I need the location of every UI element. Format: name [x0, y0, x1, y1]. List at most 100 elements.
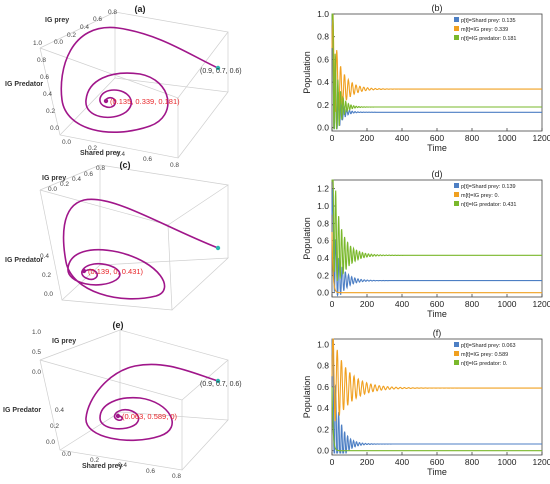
tick-label: 0.0 — [54, 39, 63, 46]
tick-label: 0.0 — [48, 186, 57, 193]
equilibrium-label: (0.135, 0.339, 0.181) — [110, 97, 180, 106]
y-tick-label: 0.6 — [317, 54, 329, 64]
tick-label: 0.8 — [37, 57, 46, 64]
plot-frame — [331, 179, 543, 298]
axis-label-shared-prey: Shared prey — [82, 463, 123, 470]
x-tick-label: 400 — [395, 299, 409, 309]
panel-3d-e: (e) IG prey 1.0 0.5 0.0 IG Predator 0.4 … — [3, 320, 242, 480]
time-series-panel-f: (f) 0 200 400 600 800 1000 1200 0.0 0.2 0.4 0.6 0.8 1… — [302, 328, 550, 477]
panel-3d-a: (a) IG prey 0.8 0.6 0.4 0.2 0.0 1.0 0.8 … — [5, 4, 242, 169]
equilibrium-marker — [81, 268, 87, 274]
legend-label: n[t]=IG predator: 0. — [461, 361, 508, 367]
tick-label: 0.2 — [90, 457, 99, 464]
equilibrium-marker — [115, 413, 121, 419]
series-line — [331, 179, 542, 281]
box-frame — [39, 11, 229, 159]
y-tick-label: 0.2 — [317, 100, 329, 110]
ig-predator-ticks: 0.4 0.2 0.0 — [40, 253, 53, 298]
y-tick-label: 0.6 — [317, 382, 329, 392]
series-line — [331, 13, 542, 130]
axis-label-ig-predator: IG Predator — [5, 257, 43, 264]
tick-label: 0.0 — [62, 451, 71, 458]
tick-label: 0.5 — [32, 349, 41, 356]
y-tick-label: 0.0 — [317, 288, 329, 298]
time-series-panel-d: (d) 0 200 400 600 800 1000 1200 0.0 0.2 0.4 0.6 0.8 1… — [302, 169, 550, 319]
y-tick-label: 0.0 — [317, 123, 329, 133]
series-line — [331, 338, 542, 454]
tick-label: 0.4 — [80, 24, 89, 31]
plot-frame — [331, 338, 543, 456]
legend-label: m[t]=IG prey: 0. — [461, 193, 500, 199]
legend-swatch — [454, 26, 459, 31]
panel-label: (c) — [120, 160, 131, 170]
series-line — [331, 386, 542, 452]
tick-label: 0.8 — [170, 162, 179, 169]
tick-label: 0.0 — [62, 139, 71, 146]
y-tick-label: 1.0 — [317, 201, 329, 211]
x-tick-label: 0 — [330, 457, 335, 467]
y-axis-label: Population — [302, 51, 312, 94]
tick-label: 0.6 — [93, 16, 102, 23]
tick-label: 1.0 — [33, 40, 42, 47]
tick-label: 0.0 — [50, 125, 59, 132]
tick-label: 0.6 — [40, 74, 49, 81]
x-axis-label: Time — [427, 467, 447, 477]
tick-label: 0.4 — [55, 407, 64, 414]
panel-3d-c: (c) IG prey 0.8 0.6 0.4 0.2 0.0 IG Preda… — [5, 160, 229, 311]
tick-label: 0.8 — [172, 473, 181, 480]
start-point-marker — [215, 245, 221, 251]
tick-label: 0.4 — [116, 151, 125, 158]
x-tick-label: 0 — [330, 133, 335, 143]
tick-label: 0.8 — [96, 165, 105, 172]
tick-label: 0.4 — [72, 176, 81, 183]
axis-label-ig-prey: IG prey — [42, 175, 66, 182]
tick-label: 0.0 — [32, 369, 41, 376]
ig-prey-ticks: 0.8 0.6 0.4 0.2 0.0 — [48, 165, 105, 193]
start-point-marker — [215, 65, 221, 71]
y-tick-label: 0.4 — [317, 403, 329, 413]
legend-label: m[t]=IG prey: 0.339 — [461, 27, 508, 33]
x-tick-label: 600 — [430, 133, 444, 143]
x-tick-label: 200 — [360, 299, 374, 309]
y-tick-label: 0.4 — [317, 253, 329, 263]
ig-predator-ticks: 1.0 0.8 0.6 0.4 0.2 0.0 — [33, 40, 59, 132]
tick-label: 0.8 — [108, 9, 117, 16]
axis-label-ig-predator: IG Predator — [3, 407, 41, 414]
legend-label: n[t]=IG predator: 0.181 — [461, 36, 517, 42]
tick-label: 0.2 — [60, 181, 69, 188]
x-axis-label: Time — [427, 143, 447, 153]
x-tick-label: 200 — [360, 133, 374, 143]
x-tick-label: 1000 — [498, 299, 517, 309]
panel-label: (e) — [113, 320, 124, 330]
tick-label: 0.2 — [88, 145, 97, 152]
tick-label: 0.4 — [43, 91, 52, 98]
tick-label: 0.2 — [42, 272, 51, 279]
panel-label: (a) — [135, 4, 146, 14]
start-point-label: (0.9, 0.7, 0.6) — [200, 68, 242, 75]
ig-prey-ticks: 0.8 0.6 0.4 0.2 0.0 — [54, 9, 117, 46]
tick-label: 0.4 — [40, 253, 49, 260]
ig-prey-ticks: 1.0 0.5 0.0 — [32, 329, 41, 376]
legend-label: n[t]=IG predator: 0.431 — [461, 202, 517, 208]
box-frame — [39, 164, 229, 311]
legend-label: p[t]=Shard prey: 0.063 — [461, 343, 516, 349]
legend-swatch — [454, 201, 459, 206]
y-tick-label: 0.8 — [317, 218, 329, 228]
tick-label: 0.6 — [146, 468, 155, 475]
shared-prey-ticks: 0.0 0.2 0.4 0.6 0.8 — [62, 451, 181, 480]
box-frame — [39, 329, 229, 471]
tick-label: 0.0 — [44, 291, 53, 298]
y-axis-label: Population — [302, 217, 312, 260]
panel-label: (f) — [433, 328, 442, 338]
start-point-marker — [215, 378, 221, 384]
axis-label-ig-prey: IG prey — [45, 17, 69, 24]
x-tick-label: 800 — [465, 299, 479, 309]
tick-label: 0.6 — [143, 156, 152, 163]
y-tick-label: 1.0 — [317, 339, 329, 349]
equilibrium-label: (0.063, 0.589, 0) — [122, 412, 178, 421]
shared-prey-ticks: 0.0 0.2 0.4 0.6 0.8 — [62, 139, 179, 169]
x-tick-label: 0 — [330, 299, 335, 309]
x-tick-label: 400 — [395, 133, 409, 143]
tick-label: 0.2 — [50, 423, 59, 430]
